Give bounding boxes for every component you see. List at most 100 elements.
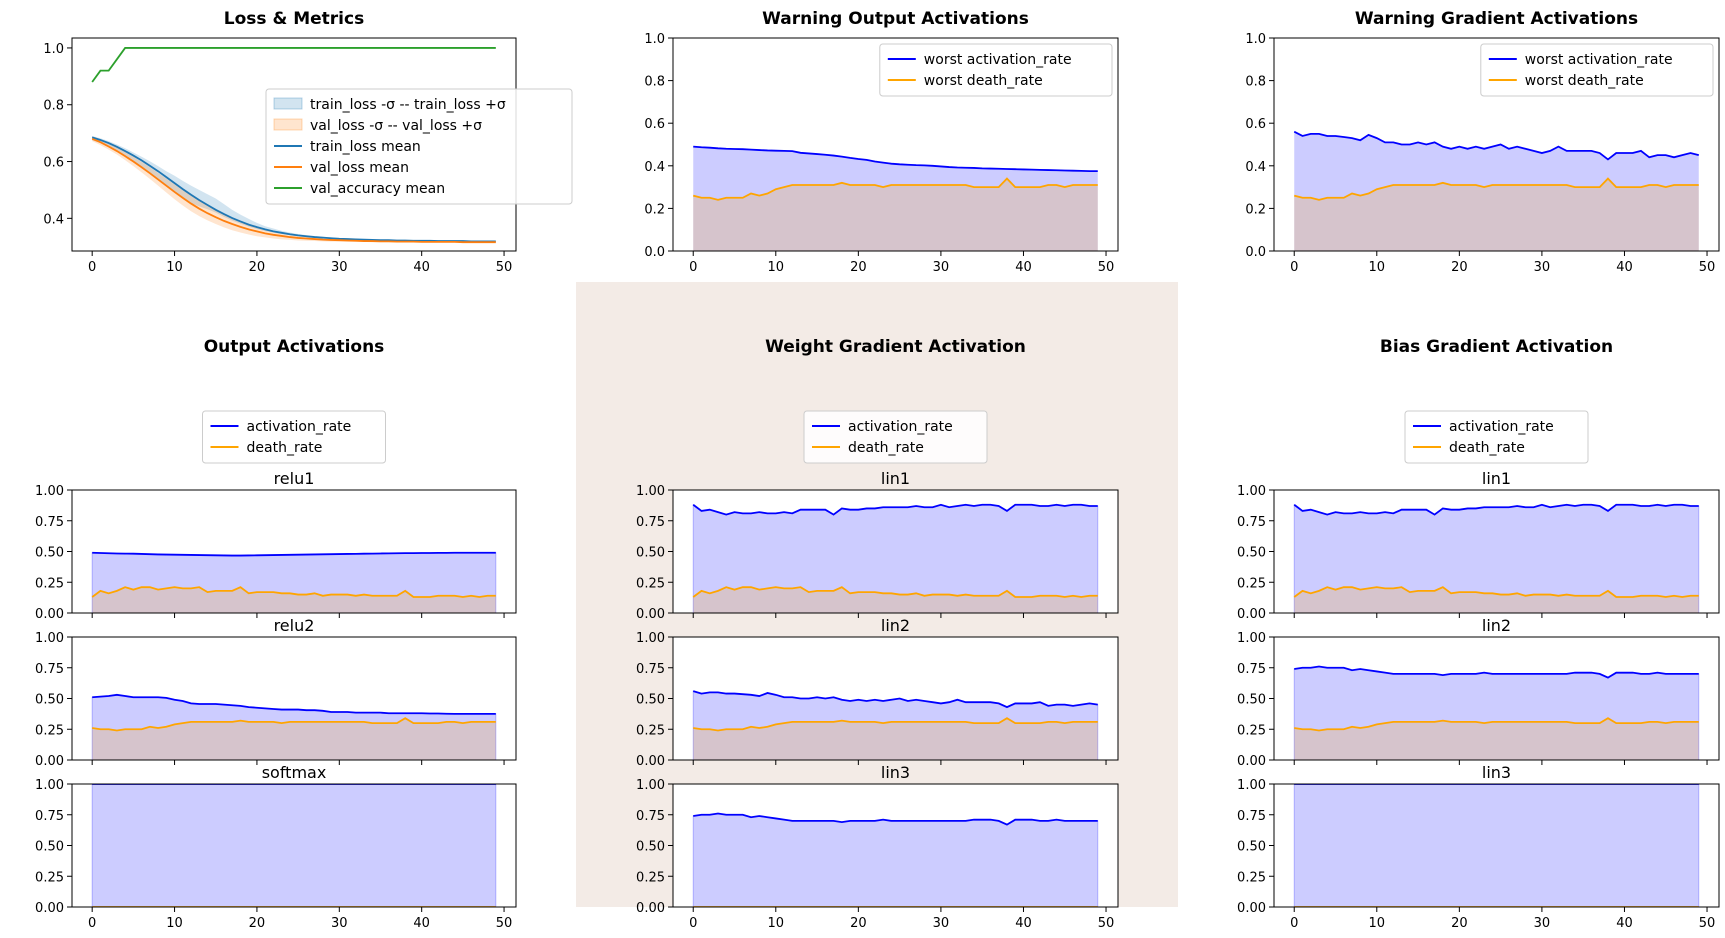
legend-entry: death_rate <box>1449 440 1525 456</box>
series-line <box>91 47 496 83</box>
y-tick-label: 1.00 <box>1237 778 1266 793</box>
y-tick-label: 0.25 <box>1237 723 1266 738</box>
y-tick-label: 0.2 <box>1245 202 1266 217</box>
panel-title: Warning Gradient Activations <box>1355 9 1638 29</box>
weight_grad-1-marks <box>692 690 1099 760</box>
std-band <box>92 136 496 243</box>
subplot-title: lin3 <box>1482 763 1511 782</box>
y-tick-label: 0.25 <box>35 723 64 738</box>
activation-rate-line <box>92 693 496 715</box>
death-rate-fill <box>1294 718 1699 760</box>
x-tick-label: 50 <box>1699 260 1716 275</box>
warn_grad-frame <box>1273 37 1720 252</box>
y-tick-label: 0.4 <box>644 160 665 175</box>
y-tick-label: 0.00 <box>636 607 665 622</box>
panel-warn_out: Warning Output Activations 0 10 20 30 40 50 0.0… <box>644 9 1119 275</box>
x-tick-label: 40 <box>413 260 430 275</box>
std-band <box>92 135 496 242</box>
x-tick-label: 40 <box>1616 260 1633 275</box>
legend-entry: death_rate <box>848 440 924 456</box>
x-tick-label: 10 <box>166 260 183 275</box>
y-tick-label: 0.50 <box>636 840 665 855</box>
x-tick-label: 20 <box>249 260 266 275</box>
x-tick-label: 40 <box>413 916 430 931</box>
activation-rate-line <box>1294 665 1699 679</box>
legend-box <box>1404 410 1589 464</box>
series-line <box>91 136 496 243</box>
subplot-title: relu2 <box>274 616 315 635</box>
death-rate-fill <box>92 718 496 760</box>
y-tick-label: 1.00 <box>636 484 665 499</box>
activation-rate-line <box>1293 130 1699 161</box>
y-tick-label: 0.75 <box>1237 515 1266 530</box>
legend-entry: worst death_rate <box>924 73 1043 89</box>
output_act-0-marks <box>91 551 497 613</box>
output_act-0-plot-area <box>72 490 516 613</box>
legend: activation_rate death_rate <box>803 410 988 464</box>
x-tick-label: 20 <box>850 916 867 931</box>
y-tick-label: 0.00 <box>35 754 64 769</box>
output_act-1-plot-area <box>72 637 516 760</box>
weight_grad-0-plot-area <box>673 490 1118 613</box>
x-tick-label: 50 <box>1699 916 1716 931</box>
y-tick-label: 0.75 <box>636 515 665 530</box>
y-tick-label: 0.75 <box>1237 809 1266 824</box>
x-tick-label: 50 <box>1098 260 1115 275</box>
death-rate-line <box>1294 717 1699 732</box>
y-tick-label: 0.75 <box>35 809 64 824</box>
panel-warn_grad: Warning Gradient Activations 0 10 20 30 40 50 0… <box>1245 9 1720 275</box>
activation-rate-fill <box>1294 131 1699 251</box>
warn_out-marks <box>693 145 1098 251</box>
loss-marks <box>91 47 496 244</box>
panel-title: Weight Gradient Activation <box>765 337 1026 357</box>
legend-box <box>803 410 988 464</box>
y-tick-label: 0.25 <box>35 870 64 885</box>
bias_grad-2-marks <box>1293 784 1700 907</box>
x-tick-label: 0 <box>88 260 96 275</box>
y-tick-label: 0.4 <box>1245 160 1266 175</box>
x-tick-label: 50 <box>496 260 513 275</box>
bias_grad-0-marks <box>1293 503 1700 613</box>
y-tick-label: 0.00 <box>1237 901 1266 916</box>
activation-rate-fill <box>91 784 497 907</box>
legend-box <box>265 88 573 205</box>
x-tick-label: 50 <box>496 916 513 931</box>
y-tick-label: 0.00 <box>636 901 665 916</box>
bias_grad-0-plot-area <box>1274 490 1719 613</box>
x-tick-label: 10 <box>1369 916 1386 931</box>
panel-title: Warning Output Activations <box>762 9 1029 29</box>
y-tick-label: 0.50 <box>1237 840 1266 855</box>
subplot-title: lin2 <box>881 616 910 635</box>
y-tick-label: 1.0 <box>1245 32 1266 47</box>
death-rate-fill <box>1294 587 1699 613</box>
x-tick-label: 20 <box>1451 260 1468 275</box>
y-tick-label: 0.8 <box>1245 75 1266 90</box>
legend-entry: train_loss mean <box>310 139 421 155</box>
legend-entry: activation_rate <box>1449 419 1554 435</box>
x-tick-label: 0 <box>1290 916 1298 931</box>
activation-rate-fill <box>692 813 1099 907</box>
death-rate-fill <box>693 178 1098 251</box>
y-tick-label: 1.0 <box>43 42 64 57</box>
death-rate-line <box>693 177 1098 201</box>
y-tick-label: 0.25 <box>636 576 665 591</box>
legend-swatch <box>273 118 303 131</box>
weight_grad-2-plot-area <box>673 784 1118 907</box>
x-tick-label: 50 <box>1098 916 1115 931</box>
subplot-title: relu1 <box>274 469 315 488</box>
x-tick-label: 40 <box>1015 260 1032 275</box>
x-tick-label: 30 <box>933 916 950 931</box>
x-tick-label: 0 <box>88 916 96 931</box>
y-tick-label: 0.6 <box>1245 117 1266 132</box>
legend-entry: val_accuracy mean <box>310 181 445 197</box>
legend-entry: worst activation_rate <box>924 52 1072 68</box>
activation-rate-fill <box>693 146 1098 251</box>
death-rate-fill <box>92 587 496 613</box>
x-tick-label: 0 <box>689 916 697 931</box>
death-rate-line <box>1293 586 1699 598</box>
panel-title: Loss & Metrics <box>224 9 364 29</box>
bias_grad-2-plot-area <box>1274 784 1719 907</box>
warn_grad-marks <box>1293 130 1699 251</box>
x-tick-label: 30 <box>1534 260 1551 275</box>
